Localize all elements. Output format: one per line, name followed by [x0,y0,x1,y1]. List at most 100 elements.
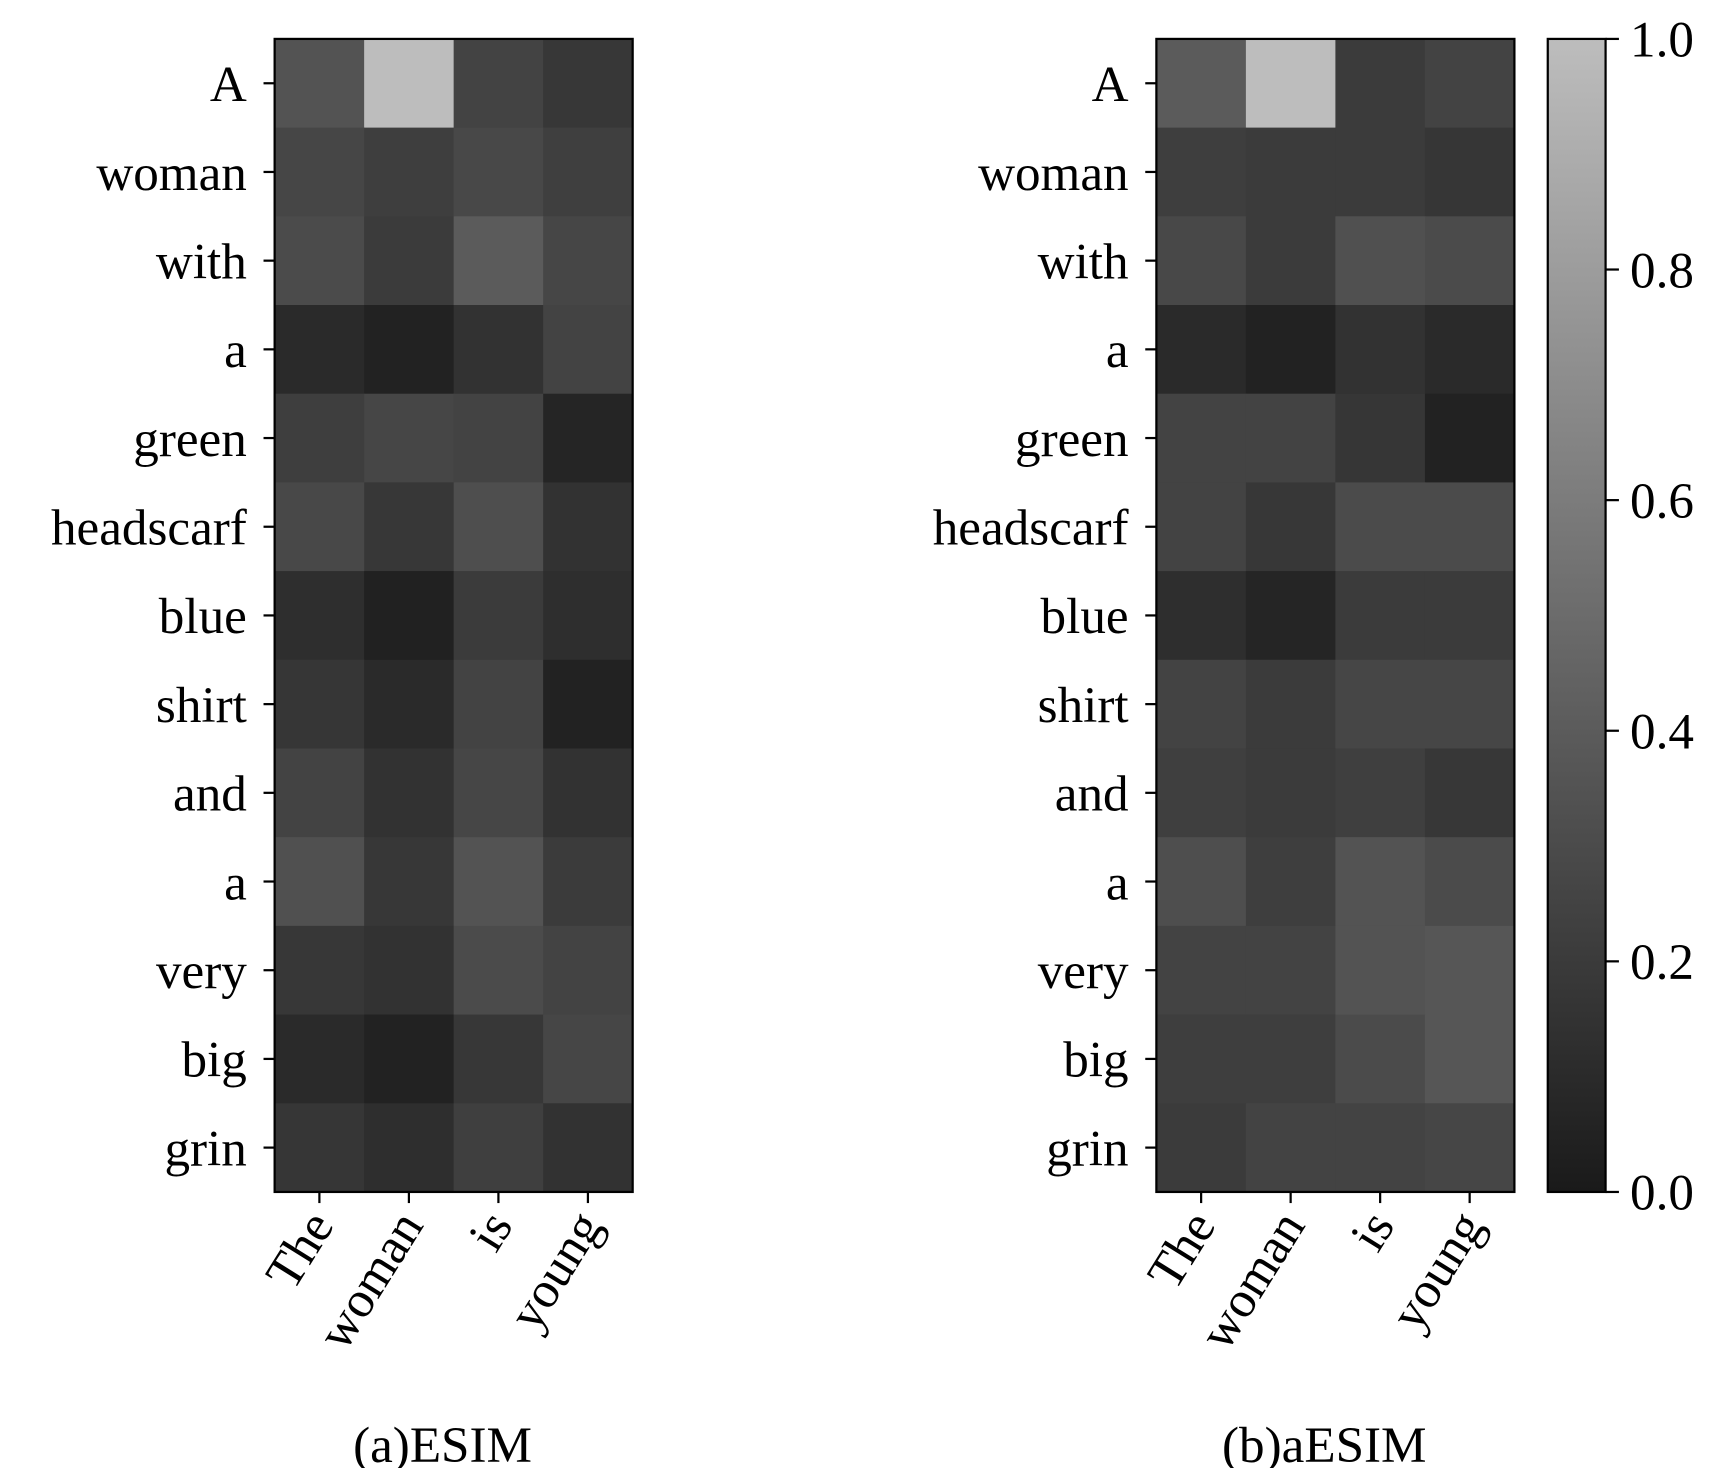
heatmap-cell [274,38,365,129]
x-tick-label: is [458,1201,524,1260]
y-tick-label: a [1106,322,1129,379]
heatmap-cell [1335,837,1426,927]
chart-title: (b)aESIM [1222,1417,1426,1468]
heatmap-cell [1245,925,1336,1016]
heatmap-cell [1424,748,1515,838]
colorbar [1546,37,1607,1194]
heatmap-cell [1335,393,1426,483]
y-tick-label: A [210,56,247,113]
heatmap-cell [1245,38,1336,129]
x-tick-label: The [1136,1201,1226,1299]
heatmap-cell [453,571,544,661]
heatmap-cell [1424,1014,1515,1104]
y-tick-label: shirt [1038,677,1129,734]
y-tick-label: blue [1041,588,1129,645]
heatmap-cell [364,571,455,661]
heatmap-cell [1424,305,1515,395]
heatmap-cell [1245,305,1336,395]
heatmap-cell [1335,1103,1426,1193]
heatmap-cell [274,659,365,750]
y-tick-label: green [133,411,247,468]
heatmap-cell [453,393,544,483]
heatmap-cell [1156,659,1247,750]
heatmap-cell [1424,837,1515,927]
heatmap-cell [1245,1103,1336,1193]
y-tick-label: shirt [156,677,247,734]
heatmap-cell [1335,305,1426,395]
heatmap-cell [364,659,455,750]
heatmap-cell [1335,482,1426,572]
y-tick-label: very [1038,943,1129,1000]
heatmap-cell [543,659,634,750]
heatmap-cell [364,837,455,927]
heatmap-cell [543,748,634,838]
heatmap-cell [453,1014,544,1104]
heatmap-cell [1245,1014,1336,1104]
colorbar-tick-label: 0.8 [1630,242,1694,299]
heatmap-cell [1335,1014,1426,1104]
y-tick-label: headscarf [51,500,248,557]
heatmap-cell [1424,38,1515,129]
heatmap-cell [1156,305,1247,395]
y-tick-label: blue [159,588,247,645]
heatmap-cell [364,925,455,1016]
heatmap-cell [453,925,544,1016]
heatmap-cell [1156,1103,1247,1193]
heatmap-cell [1245,659,1336,750]
heatmap-cell [1156,393,1247,483]
colorbar-tick-label: 0.0 [1630,1165,1694,1222]
heatmap-cell [274,305,365,395]
heatmap-cell [364,482,455,572]
colorbar-tick-label: 0.6 [1630,473,1694,530]
x-tick-label: is [1339,1201,1405,1260]
heatmap-cell [543,393,634,483]
heatmap-cell [274,837,365,927]
colorbar-tick-label: 1.0 [1630,12,1694,69]
heatmap-cell [1245,837,1336,927]
heatmap-cell [1335,659,1426,750]
x-tick-label: young [498,1201,614,1340]
heatmap-cell [1335,925,1426,1016]
heatmap-cell [453,659,544,750]
y-tick-label: and [1055,766,1129,823]
y-tick-label: headscarf [933,500,1130,557]
heatmap-cell [1424,216,1515,306]
heatmap-cell [1156,216,1247,306]
heatmap-cell [1245,127,1336,217]
heatmap-cell [1424,571,1515,661]
heatmap-cell [1156,837,1247,927]
y-tick-label: with [156,233,247,290]
heatmap-cell [1156,925,1247,1016]
x-tick-label: young [1379,1201,1495,1340]
heatmap-cell [453,305,544,395]
colorbar-tick-label: 0.4 [1630,704,1694,761]
y-tick-label: very [156,943,247,1000]
heatmap-cell [543,571,634,661]
y-tick-label: a [224,322,247,379]
heatmap-cell [364,1014,455,1104]
heatmap-cell [1424,393,1515,483]
heatmap-cell [543,216,634,306]
heatmap-cell [1245,216,1336,306]
y-tick-label: a [224,854,247,911]
heatmap-cell [364,38,455,129]
heatmap-cell [364,748,455,838]
y-tick-label: a [1106,854,1129,911]
heatmap-cell [1424,1103,1515,1193]
heatmap-cell [1335,748,1426,838]
heatmap-cell [364,393,455,483]
heatmap-cell [453,837,544,927]
heatmap-cell [274,482,365,572]
y-tick-label: with [1038,233,1129,290]
heatmap-cell [1424,659,1515,750]
y-tick-label: woman [978,145,1129,202]
heatmap-cell [1156,38,1247,129]
heatmap-cell [1156,127,1247,217]
heatmap-cell [1335,216,1426,306]
heatmap-cell [274,925,365,1016]
heatmap-cell [274,1103,365,1193]
heatmap-cell [543,925,634,1016]
heatmap-cell [453,127,544,217]
colorbar-tick-label: 0.2 [1630,934,1694,991]
